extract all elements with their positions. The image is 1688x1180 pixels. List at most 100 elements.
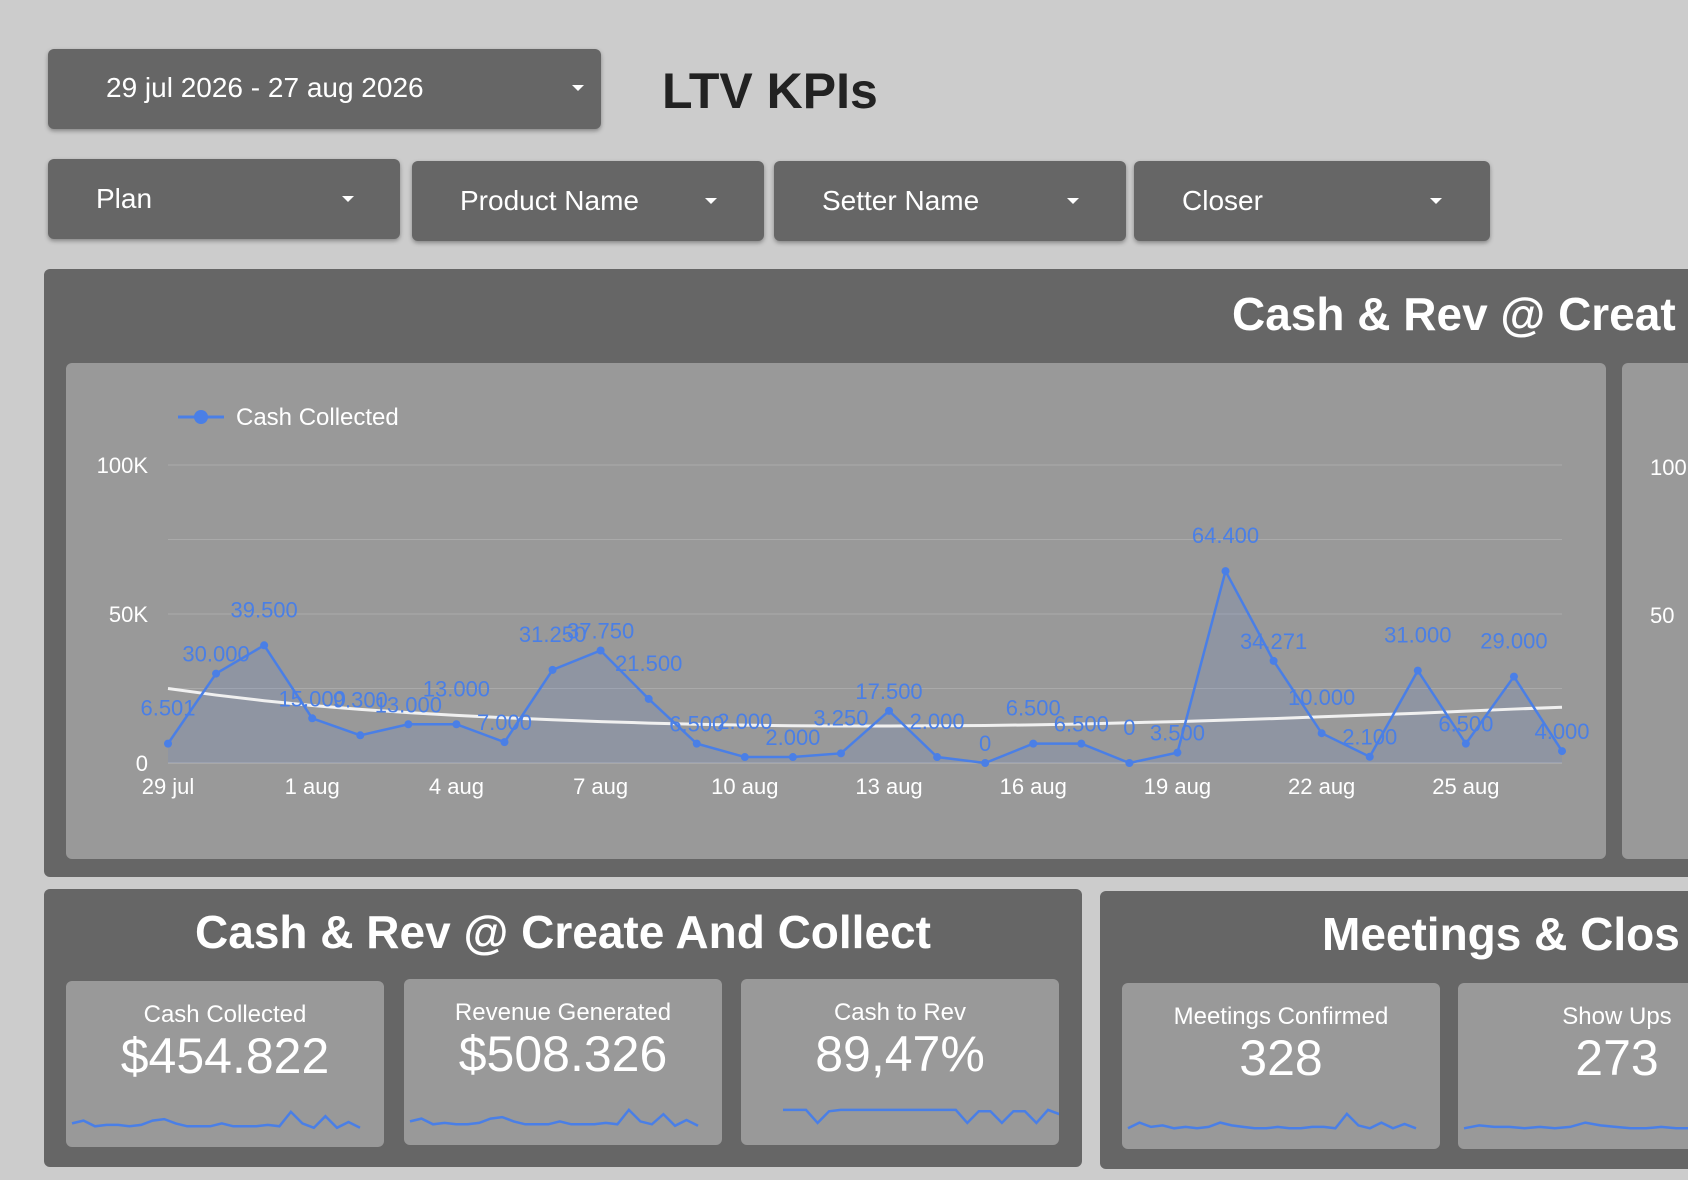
data-point[interactable] xyxy=(260,641,269,650)
trend-line xyxy=(167,687,1563,728)
data-label: 2.000 xyxy=(910,709,965,734)
data-point[interactable] xyxy=(212,669,221,678)
data-point[interactable] xyxy=(1558,747,1566,756)
data-point[interactable] xyxy=(1461,739,1470,748)
data-label: 3.500 xyxy=(1150,721,1205,746)
page-title: LTV KPIs xyxy=(662,63,878,119)
sparkline xyxy=(783,1108,1059,1125)
data-point[interactable] xyxy=(500,738,509,747)
date-range-dropdown[interactable]: 29 jul 2026 - 27 aug 2026 xyxy=(48,49,601,129)
data-label: 31.000 xyxy=(1384,623,1451,648)
data-point[interactable] xyxy=(836,749,845,758)
filter-product-name-dropdown[interactable]: Product Name xyxy=(412,161,764,241)
x-tick-label: 19 aug xyxy=(1144,774,1211,799)
data-point[interactable] xyxy=(164,739,172,748)
legend-marker xyxy=(194,410,208,424)
filter-setter-name-label: Setter Name xyxy=(822,185,980,216)
data-label: 4.000 xyxy=(1534,719,1589,744)
filter-closer-dropdown[interactable]: Closer xyxy=(1134,161,1490,241)
data-point[interactable] xyxy=(1269,656,1278,665)
data-point[interactable] xyxy=(596,646,605,655)
data-label: 30.000 xyxy=(182,642,249,667)
data-label: 6.500 xyxy=(1054,712,1109,737)
data-point[interactable] xyxy=(308,714,317,723)
data-point[interactable] xyxy=(1077,739,1086,748)
x-tick-label: 10 aug xyxy=(711,774,778,799)
data-point[interactable] xyxy=(1317,729,1326,738)
data-point[interactable] xyxy=(548,665,557,674)
data-label: 13.000 xyxy=(375,692,442,717)
data-label: 31.250 xyxy=(519,622,586,647)
x-tick-label: 13 aug xyxy=(855,774,922,799)
chevron-down-icon xyxy=(1430,198,1442,204)
data-point[interactable] xyxy=(644,694,653,703)
data-point[interactable] xyxy=(1365,752,1374,761)
filter-setter-name-dropdown[interactable]: Setter Name xyxy=(774,161,1126,241)
data-point[interactable] xyxy=(1509,672,1518,681)
data-point[interactable] xyxy=(981,759,990,767)
data-label: 15.000 xyxy=(279,686,346,711)
panel-title: Cash & Rev @ Creat xyxy=(1232,288,1676,340)
data-label: 10.000 xyxy=(1288,685,1355,710)
data-label: 64.400 xyxy=(1192,523,1259,548)
data-point[interactable] xyxy=(740,753,749,762)
data-point[interactable] xyxy=(1413,666,1422,675)
chevron-down-icon xyxy=(572,85,584,91)
data-label: 2.000 xyxy=(765,725,820,750)
data-point[interactable] xyxy=(692,739,701,748)
panel-title: Meetings & Clos xyxy=(1322,908,1680,960)
chevron-down-icon xyxy=(342,196,354,202)
filter-plan-label: Plan xyxy=(96,183,153,214)
data-label: 6.500 xyxy=(669,712,724,737)
kpi-card-show-ups: Show Ups 273 xyxy=(1458,983,1688,1149)
y-tick-label: 50K xyxy=(109,602,148,627)
create-collect-panel: Cash & Rev @ Create And Collect Cash Col… xyxy=(44,889,1082,1167)
sparkline-path xyxy=(783,1108,1059,1125)
data-point[interactable] xyxy=(356,731,365,740)
panel-title: Cash & Rev @ Create And Collect xyxy=(195,906,931,958)
data-point[interactable] xyxy=(1173,748,1182,757)
filter-closer-label: Closer xyxy=(1182,185,1263,216)
x-tick-label: 22 aug xyxy=(1288,774,1355,799)
meetings-panel: Meetings & Clos Meetings Confirmed 328 S… xyxy=(1100,891,1688,1169)
sparkline-path xyxy=(409,1108,699,1128)
data-label: 0 xyxy=(1123,715,1135,740)
x-tick-label: 4 aug xyxy=(429,774,484,799)
kpi-value: $454.822 xyxy=(120,1028,330,1084)
secondary-chart-card: 100 50 xyxy=(1622,363,1688,859)
data-label: 0 xyxy=(979,731,991,756)
right-axis-tick: 100 xyxy=(1650,455,1687,480)
data-point[interactable] xyxy=(1029,739,1038,748)
kpi-value: 89,47% xyxy=(815,1026,985,1082)
filter-product-name-label: Product Name xyxy=(460,185,639,216)
x-tick-label: 1 aug xyxy=(285,774,340,799)
data-point[interactable] xyxy=(933,753,942,762)
x-tick-label: 25 aug xyxy=(1432,774,1499,799)
data-point[interactable] xyxy=(452,720,461,729)
kpi-value: $508.326 xyxy=(458,1026,668,1082)
chevron-down-icon xyxy=(1067,198,1079,204)
legend-label: Cash Collected xyxy=(236,404,399,431)
data-label: 37.750 xyxy=(567,619,634,644)
data-point[interactable] xyxy=(788,753,797,762)
data-label: 17.500 xyxy=(855,679,922,704)
kpi-value: 328 xyxy=(1239,1030,1323,1086)
sparkline xyxy=(71,1110,361,1130)
kpi-card-revenue-generated: Revenue Generated $508.326 xyxy=(404,979,722,1145)
data-point[interactable] xyxy=(404,720,413,729)
data-point[interactable] xyxy=(885,706,894,715)
sparkline-path xyxy=(1463,1121,1688,1130)
data-label: 34.271 xyxy=(1240,629,1307,654)
data-point[interactable] xyxy=(1125,759,1134,767)
kpi-label: Meetings Confirmed xyxy=(1173,1003,1389,1030)
cash-collected-chart-card: 0 50K 100K 29 jul 1 aug 4 aug 7 aug 10 aug 13 au… xyxy=(66,363,1606,859)
kpi-card-cash-collected: Cash Collected $454.822 xyxy=(66,981,384,1147)
x-tick-label: 29 jul xyxy=(142,774,195,799)
data-label: 29.000 xyxy=(1480,629,1547,654)
data-label: 21.500 xyxy=(615,651,682,676)
data-point[interactable] xyxy=(1221,567,1230,576)
filter-plan-dropdown[interactable]: Plan xyxy=(48,159,400,239)
y-tick-label: 100K xyxy=(97,453,149,478)
kpi-label: Cash Collected xyxy=(143,1001,307,1028)
x-tick-label: 16 aug xyxy=(1000,774,1067,799)
